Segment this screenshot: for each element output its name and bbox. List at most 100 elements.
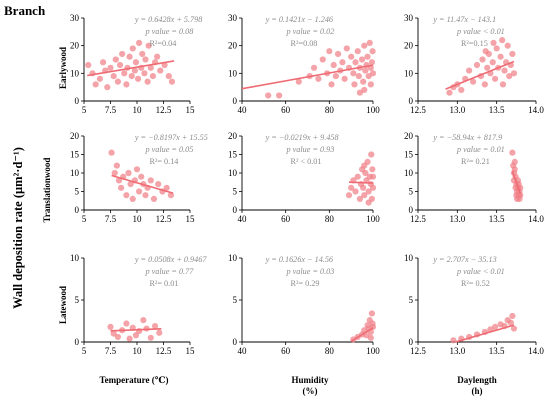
x-tick-label: 12.5 — [410, 105, 426, 115]
x-axis-unit-humidity: (%) — [303, 386, 318, 396]
data-point — [509, 50, 516, 58]
data-point — [147, 177, 154, 184]
r-squared-text: R²= 0.52 — [461, 279, 490, 288]
data-point — [150, 195, 158, 202]
y-tick-label: 10 — [404, 253, 414, 263]
x-tick-label: 12.5 — [410, 214, 426, 224]
data-point — [517, 192, 524, 199]
data-point — [343, 45, 350, 52]
regression-equation: y = 0.6428x + 5.798 — [134, 15, 202, 24]
data-point — [142, 56, 149, 63]
y-tick-label: 10 — [70, 68, 80, 78]
regression-line — [348, 181, 374, 184]
data-point — [510, 70, 518, 77]
data-point — [119, 50, 126, 58]
data-point — [85, 61, 92, 69]
y-tick-label: 15 — [228, 150, 238, 160]
data-point — [504, 42, 511, 49]
data-point — [367, 334, 374, 341]
data-point — [361, 162, 368, 169]
data-point — [365, 188, 372, 195]
y-tick-label: 5 — [409, 295, 414, 305]
x-tick-label: 100 — [366, 346, 380, 356]
data-point — [354, 48, 361, 55]
r-squared-text: R²= 0.01 — [149, 279, 178, 288]
data-point — [110, 330, 117, 337]
data-point — [147, 334, 154, 341]
y-tick-label: 15 — [404, 150, 414, 160]
regression-equation: y = 0.1626x − 14.56 — [265, 255, 334, 264]
data-point — [361, 42, 368, 49]
data-point — [110, 73, 117, 80]
y-tick-label: 10 — [70, 168, 80, 178]
data-point — [369, 173, 377, 180]
y-tick-label: 0 — [233, 205, 238, 215]
data-point — [499, 37, 506, 44]
y-tick-label: 20 — [404, 41, 414, 51]
data-point — [362, 169, 369, 177]
data-point — [334, 50, 342, 58]
data-point — [133, 166, 141, 173]
data-point — [310, 64, 318, 71]
p-value-text: p value < 0.01 — [456, 27, 505, 36]
y-tick-label: 0 — [75, 205, 80, 215]
data-point — [111, 169, 118, 177]
data-point — [369, 184, 377, 191]
x-tick-label: 80 — [325, 214, 335, 224]
data-point — [473, 61, 481, 69]
data-point — [482, 48, 489, 55]
r-squared-text: R²= 0.21 — [461, 157, 490, 166]
data-point — [509, 312, 516, 320]
data-point — [450, 337, 457, 344]
row-label-translationwood: Translationwood — [42, 158, 52, 223]
data-point — [484, 64, 491, 71]
data-point — [129, 45, 136, 52]
panel-earlywood-humidity: 40 60 80 100 0 10 20 30 y = 0.1421x − 1.246 p val… — [228, 13, 380, 115]
data-point — [490, 39, 497, 47]
data-point — [501, 67, 508, 74]
data-point — [140, 317, 147, 324]
y-tick-label: 20 — [70, 131, 80, 141]
data-point — [326, 48, 333, 55]
x-tick-label: 10 — [133, 105, 143, 115]
regression-equation: y = −0.8197x + 15.55 — [134, 133, 208, 142]
regression-line — [445, 60, 515, 90]
data-point — [362, 67, 369, 74]
x-tick-label: 13.0 — [449, 105, 465, 115]
data-point — [113, 162, 120, 169]
regression-equation: y = 0.0508x + 0.9467 — [134, 255, 207, 264]
row-label-latewood: Latewood — [58, 286, 68, 324]
data-point — [332, 73, 339, 80]
data-point — [132, 59, 140, 66]
y-tick-label: 0 — [409, 337, 414, 347]
y-tick-label: 10 — [228, 68, 238, 78]
x-tick-label: 40 — [238, 346, 248, 356]
data-point — [142, 192, 149, 199]
data-point — [491, 323, 499, 330]
regression-line — [455, 324, 515, 343]
data-point — [104, 84, 111, 91]
x-tick-label: 7.5 — [105, 105, 117, 115]
data-point — [126, 335, 133, 342]
data-point — [141, 70, 148, 77]
data-point — [479, 56, 486, 63]
x-tick-label: 100 — [366, 105, 380, 115]
x-tick-label: 7.5 — [105, 346, 117, 356]
data-point — [511, 158, 518, 165]
y-tick-label: 0 — [233, 337, 238, 347]
data-point — [144, 78, 151, 85]
r-squared-text: R²= 0.29 — [291, 279, 320, 288]
data-point — [114, 333, 122, 341]
data-point — [446, 89, 453, 96]
regression-equation: y = −58.94x + 817.9 — [432, 133, 502, 142]
regression-equation: y = 11.47x − 143.1 — [432, 15, 496, 24]
y-tick-label: 10 — [404, 168, 414, 178]
data-point — [139, 50, 146, 58]
data-point — [92, 81, 99, 88]
x-tick-label: 10 — [133, 214, 143, 224]
data-point — [330, 61, 337, 69]
x-tick-label: 15 — [186, 105, 196, 115]
panel-earlywood-temperature: 5 7.5 10 12.5 15 0 10 20 30 y = 0.6428x + 5.798 p … — [70, 13, 202, 115]
data-point — [155, 181, 162, 188]
